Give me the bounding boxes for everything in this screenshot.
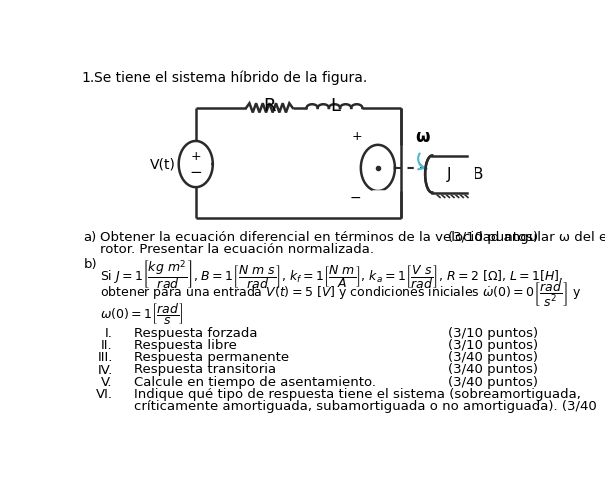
Text: Obtener la ecuación diferencial en términos de la velocidad angular ω del eje de: Obtener la ecuación diferencial en térmi… — [100, 231, 605, 244]
Text: obtener para una entrada $V(t) = 5\ [V]$ y condiciones iniciales $\dot{\omega}(0: obtener para una entrada $V(t) = 5\ [V]$… — [100, 280, 581, 309]
Text: II.: II. — [101, 339, 113, 352]
Bar — [373, 191, 382, 196]
Text: Se tiene el sistema híbrido de la figura.: Se tiene el sistema híbrido de la figura… — [94, 71, 367, 85]
Text: I.: I. — [105, 327, 113, 340]
Text: Si $J = 1\left[\dfrac{kg\ m^2}{rad}\right]$, $B = 1\left[\dfrac{N\ m\ s}{rad}\ri: Si $J = 1\left[\dfrac{kg\ m^2}{rad}\righ… — [100, 258, 564, 292]
Text: Respuesta forzada: Respuesta forzada — [134, 327, 257, 340]
Text: b): b) — [83, 258, 97, 271]
Text: V.: V. — [101, 376, 113, 389]
Text: −: − — [189, 165, 202, 180]
Text: III.: III. — [97, 351, 113, 364]
Bar — [373, 134, 382, 139]
Text: V(t): V(t) — [149, 157, 175, 171]
Text: $\omega(0) = 1\left[\dfrac{rad}{s}\right]$: $\omega(0) = 1\left[\dfrac{rad}{s}\right… — [100, 301, 184, 326]
Text: L: L — [330, 97, 340, 115]
Ellipse shape — [425, 156, 439, 192]
Text: críticamente amortiguada, subamortiguada o no amortiguada). (3/40  puntos): críticamente amortiguada, subamortiguada… — [134, 400, 605, 413]
Ellipse shape — [425, 156, 439, 192]
Text: 1.: 1. — [82, 71, 95, 85]
Text: J: J — [447, 166, 452, 181]
Text: Respuesta permanente: Respuesta permanente — [134, 351, 289, 364]
Text: (3/40 puntos): (3/40 puntos) — [448, 364, 538, 376]
Text: (3/40 puntos): (3/40 puntos) — [448, 351, 538, 364]
Text: Calcule en tiempo de asentamiento.: Calcule en tiempo de asentamiento. — [134, 376, 376, 389]
Text: −: − — [349, 191, 361, 205]
Text: (3/40 puntos): (3/40 puntos) — [448, 376, 538, 389]
Text: (3/10 puntos): (3/10 puntos) — [448, 231, 538, 244]
Text: +: + — [191, 150, 201, 163]
Text: Respuesta libre: Respuesta libre — [134, 339, 237, 352]
Text: B: B — [473, 166, 483, 181]
Text: IV.: IV. — [97, 364, 113, 376]
Text: rotor. Presentar la ecuación normalizada.: rotor. Presentar la ecuación normalizada… — [100, 243, 374, 257]
Text: Respuesta transitoria: Respuesta transitoria — [134, 364, 276, 376]
Text: (3/10 puntos): (3/10 puntos) — [448, 327, 538, 340]
Bar — [432, 156, 467, 192]
Text: +: + — [352, 130, 362, 143]
Text: Indique qué tipo de respuesta tiene el sistema (sobreamortiguada,: Indique qué tipo de respuesta tiene el s… — [134, 388, 581, 401]
Text: VI.: VI. — [96, 388, 113, 401]
Text: R: R — [263, 97, 276, 115]
Text: ω: ω — [415, 128, 430, 146]
Ellipse shape — [460, 156, 474, 192]
Text: (3/10 puntos): (3/10 puntos) — [448, 339, 538, 352]
Text: a): a) — [83, 231, 97, 244]
